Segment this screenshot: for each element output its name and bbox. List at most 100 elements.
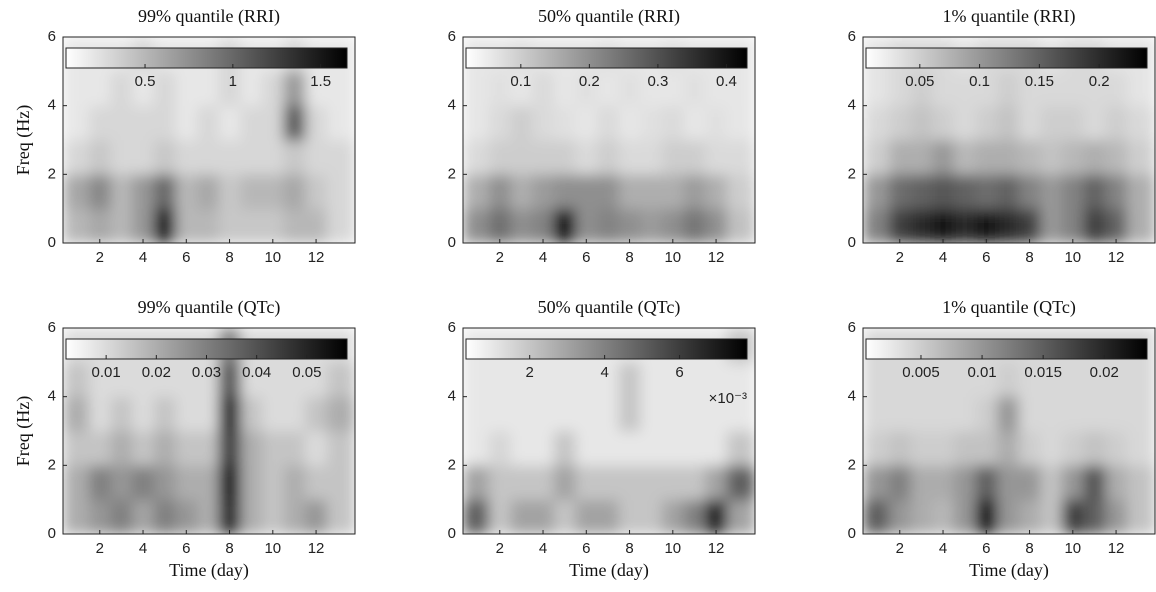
cell <box>953 465 976 501</box>
x-tick-label: 12 <box>1108 540 1125 557</box>
cell <box>532 71 555 107</box>
cell <box>1040 71 1063 107</box>
chart-title: 99% quantile (QTc) <box>138 297 281 318</box>
cell <box>532 499 555 534</box>
x-tick-label: 10 <box>664 249 681 266</box>
cell <box>1083 140 1106 175</box>
cell <box>597 105 620 141</box>
cell <box>153 71 176 107</box>
y-tick-label: 4 <box>48 388 56 405</box>
y-tick-label: 0 <box>448 234 456 251</box>
y-axis-label: Freq (Hz) <box>13 396 34 466</box>
cell <box>575 362 598 398</box>
cell <box>261 71 285 107</box>
cell <box>532 396 555 432</box>
cell <box>705 499 728 534</box>
cell <box>863 499 890 534</box>
axes-box <box>462 36 756 244</box>
cell <box>1083 105 1106 141</box>
cell <box>888 208 912 243</box>
x-tick-label: 12 <box>308 540 325 557</box>
cell <box>1040 465 1063 501</box>
cell <box>863 71 890 107</box>
cell <box>63 499 90 534</box>
cell <box>975 362 998 398</box>
cell <box>553 71 576 107</box>
cell <box>488 105 512 141</box>
x-tick-label: 2 <box>96 540 104 557</box>
cell <box>640 174 663 210</box>
cell <box>863 140 890 175</box>
cell <box>305 396 328 432</box>
colorbar-tick-label: 6 <box>675 364 683 381</box>
cell <box>1105 71 1128 107</box>
cell <box>1105 105 1128 141</box>
cell <box>218 140 241 175</box>
cell <box>1105 431 1128 466</box>
cell <box>1105 396 1128 432</box>
cell <box>488 208 512 243</box>
cell <box>63 71 90 107</box>
cell <box>1040 105 1063 141</box>
cell <box>597 208 620 243</box>
cell <box>110 71 133 107</box>
cell <box>488 71 512 107</box>
cell <box>510 105 533 141</box>
cell <box>88 71 112 107</box>
cell <box>705 105 728 141</box>
cell <box>661 431 685 466</box>
cell <box>510 499 533 534</box>
cell <box>1040 499 1063 534</box>
cell <box>618 174 641 210</box>
cell <box>463 396 490 432</box>
cell <box>618 396 641 432</box>
chart-title: 50% quantile (QTc) <box>538 297 681 318</box>
colorbar <box>865 47 1148 69</box>
cell <box>261 396 285 432</box>
x-tick-label: 8 <box>625 540 633 557</box>
cell <box>997 396 1020 432</box>
cell <box>975 499 998 534</box>
cell <box>218 105 241 141</box>
cell <box>597 362 620 398</box>
cell <box>932 499 955 534</box>
cell <box>975 174 998 210</box>
y-tick-label: 0 <box>48 234 56 251</box>
cell <box>726 105 755 141</box>
cell <box>197 140 220 175</box>
cell <box>640 71 663 107</box>
cell <box>863 362 890 398</box>
colorbar-tick-label: 0.02 <box>142 364 171 381</box>
x-tick-label: 12 <box>708 540 725 557</box>
y-tick-label: 6 <box>848 319 856 336</box>
cell <box>1018 396 1041 432</box>
colorbar <box>465 47 748 69</box>
cell <box>1083 71 1106 107</box>
cell <box>326 431 355 466</box>
y-tick-label: 4 <box>48 97 56 114</box>
y-tick-label: 6 <box>448 28 456 45</box>
y-tick-label: 2 <box>848 456 856 473</box>
cell <box>888 499 912 534</box>
cell <box>110 396 133 432</box>
cell <box>132 140 155 175</box>
cell <box>953 208 976 243</box>
cell <box>197 396 220 432</box>
cell <box>640 362 663 398</box>
cell <box>463 362 490 398</box>
cell <box>640 140 663 175</box>
cell <box>661 499 685 534</box>
cell <box>888 174 912 210</box>
x-tick-label: 2 <box>496 249 504 266</box>
cell <box>305 499 328 534</box>
cell <box>997 174 1020 210</box>
cell <box>261 174 285 210</box>
cell <box>997 71 1020 107</box>
cell <box>88 105 112 141</box>
cell <box>618 465 641 501</box>
x-tick-label: 4 <box>939 249 947 266</box>
cell <box>463 499 490 534</box>
cell <box>326 465 355 501</box>
cell <box>1083 174 1106 210</box>
cell <box>661 396 685 432</box>
